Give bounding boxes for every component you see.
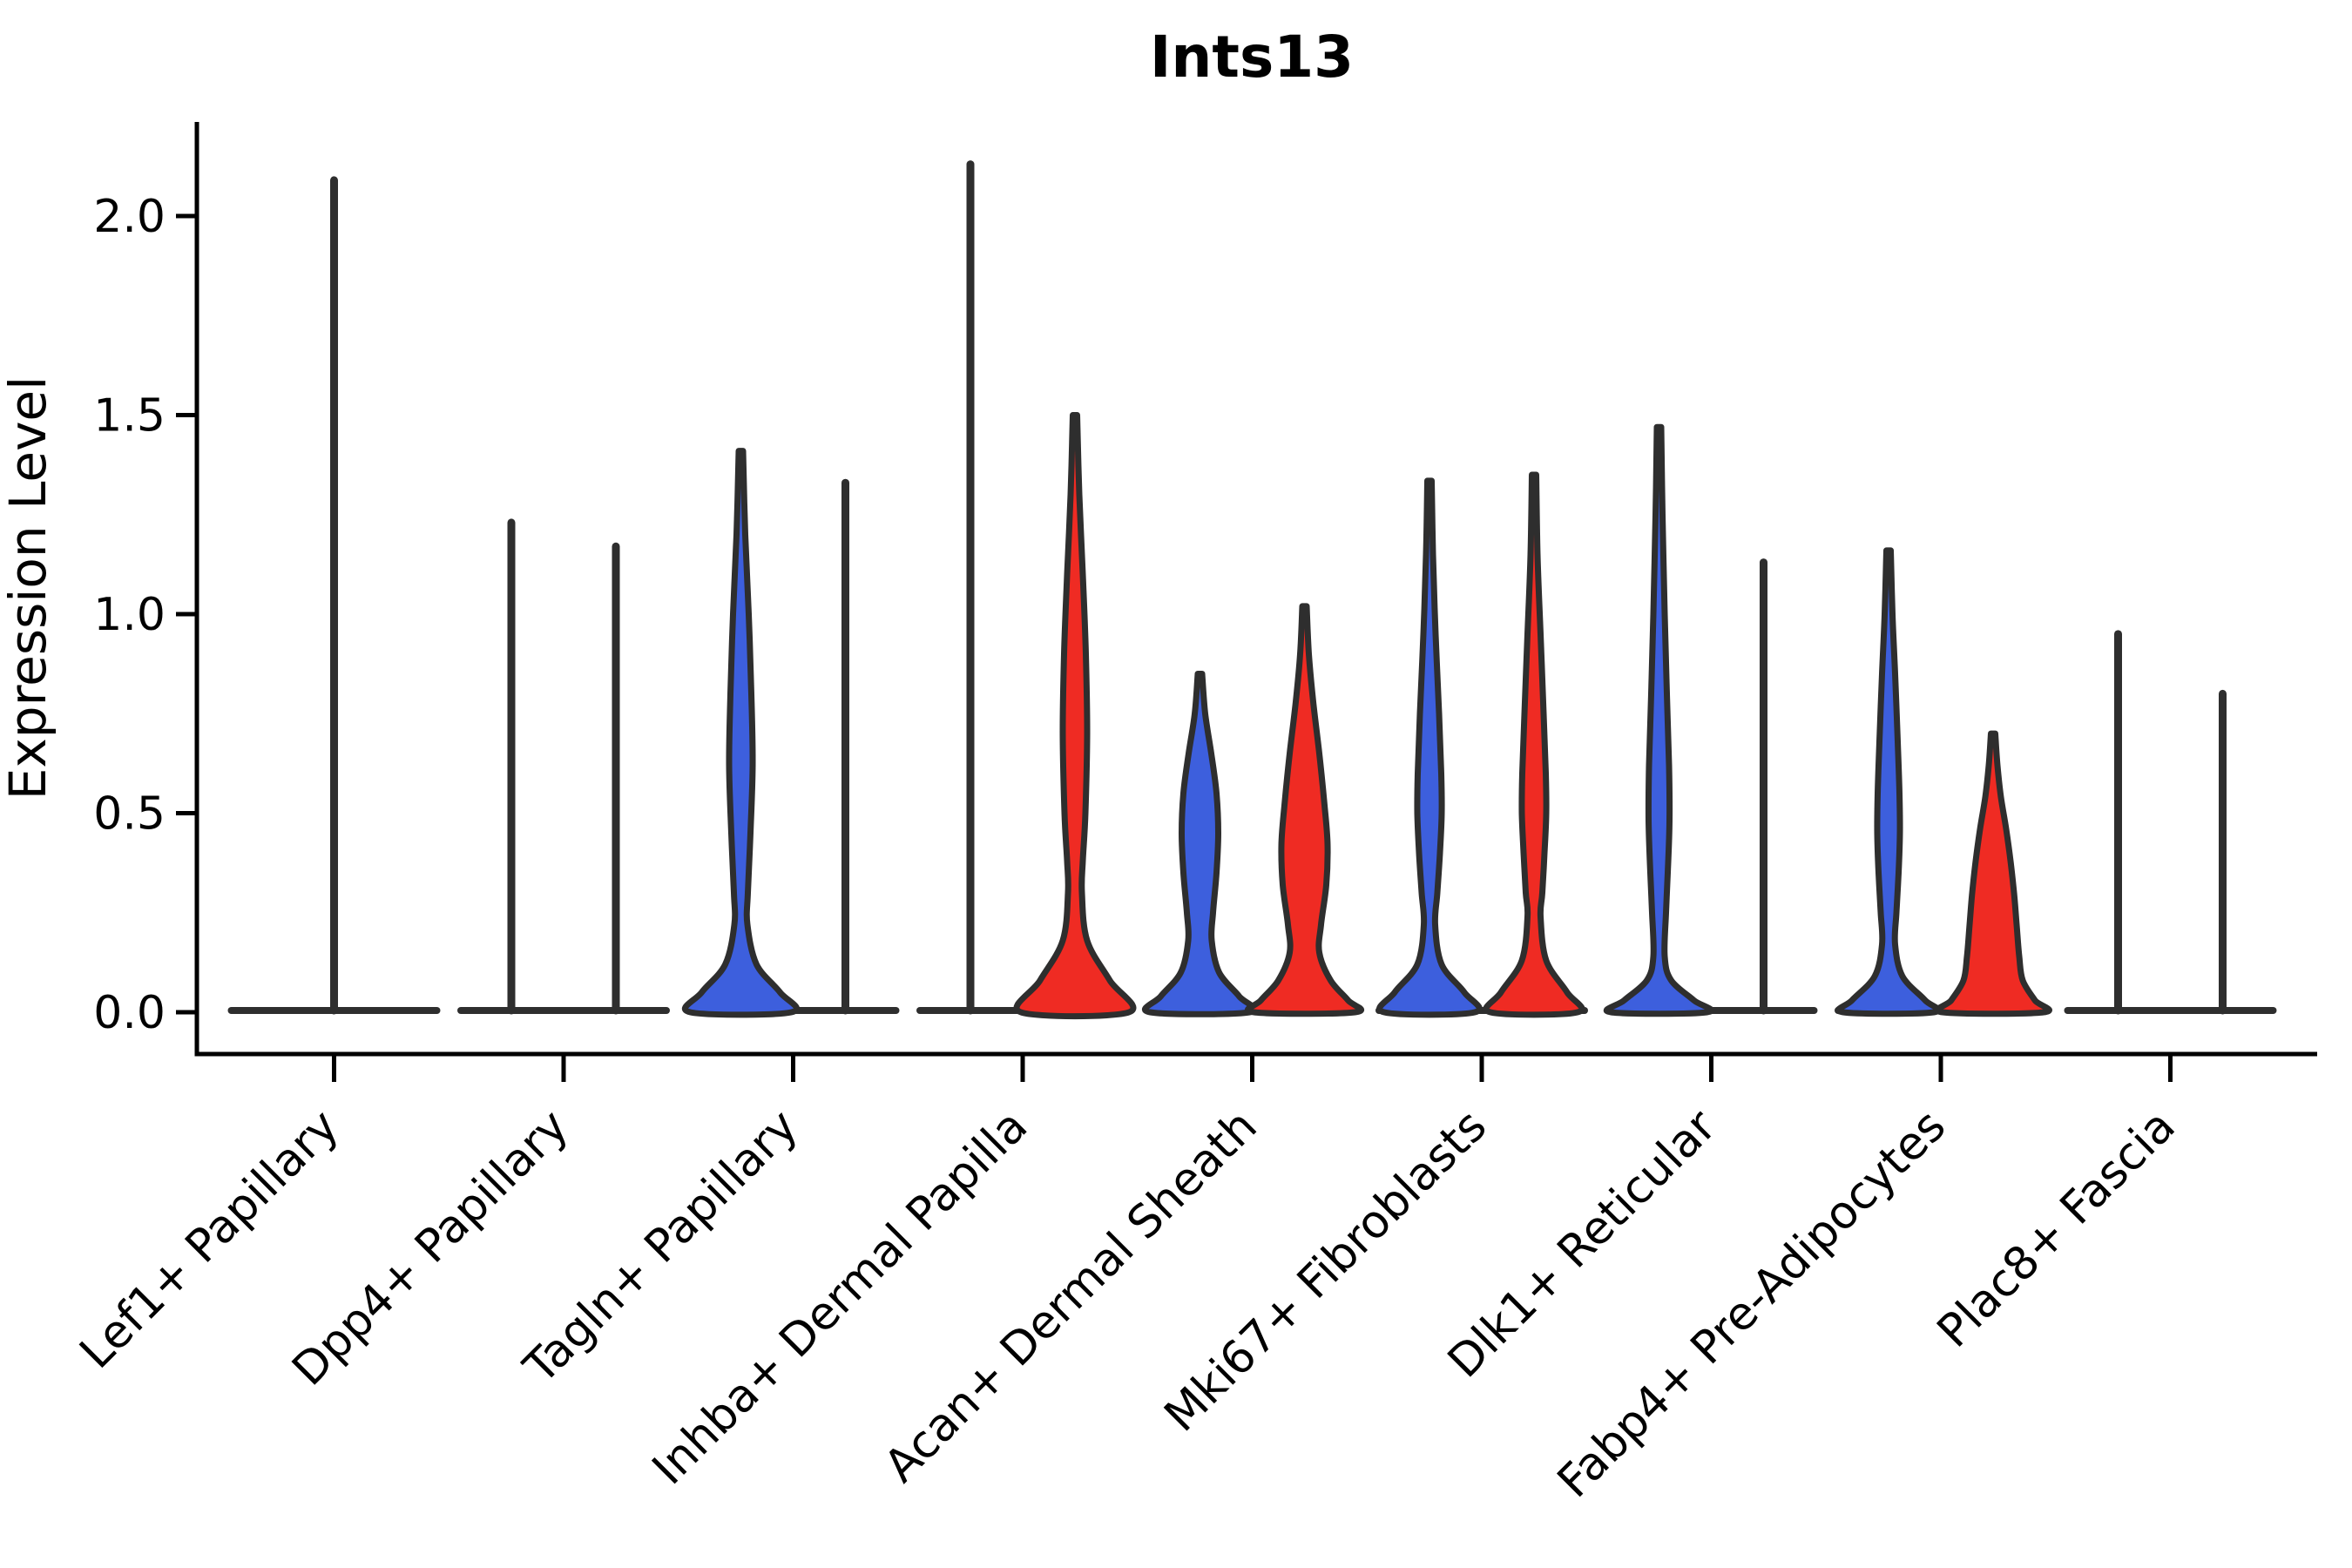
violin-body-red <box>1244 603 1365 1017</box>
y-tick-label: 1.0 <box>93 589 166 641</box>
chart-title: Ints13 <box>1150 24 1354 91</box>
violin-body-blue <box>1603 423 1715 1017</box>
y-tick-label: 1.5 <box>93 390 166 443</box>
violin-body-blue <box>1835 547 1943 1017</box>
y-tick-label: 2.0 <box>93 191 166 243</box>
violin-body-blue <box>1141 671 1259 1017</box>
violin-body-red <box>1013 412 1137 1020</box>
y-axis-label: Expression Level <box>0 376 57 800</box>
violin-body-red <box>1483 471 1585 1018</box>
y-tick-label: 0.0 <box>93 987 166 1039</box>
violin-body-red <box>1934 730 2052 1017</box>
violin-body-blue <box>1376 477 1483 1018</box>
y-tick-label: 0.5 <box>93 788 166 841</box>
violin-body-blue <box>681 448 801 1018</box>
